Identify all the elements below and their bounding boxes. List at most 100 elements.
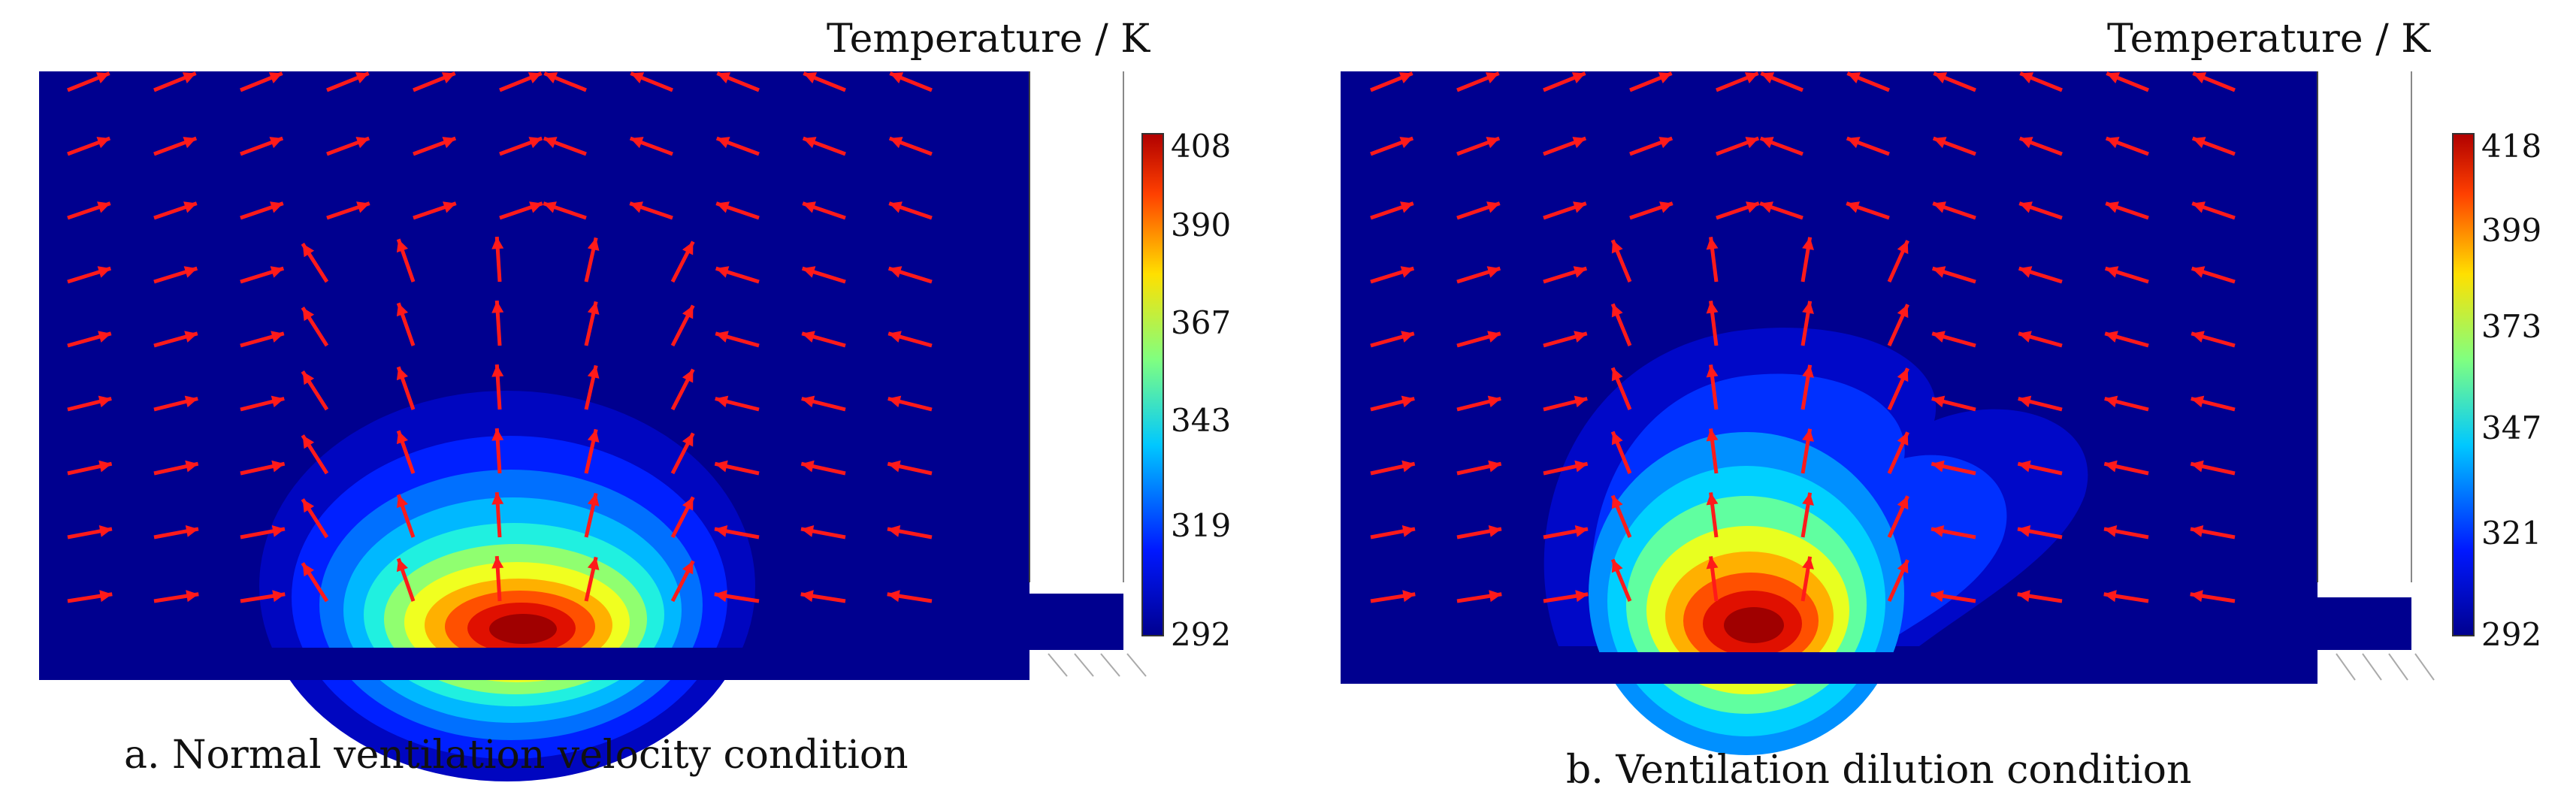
velocity-arrow-head <box>1573 201 1586 213</box>
velocity-arrow-head <box>268 72 283 83</box>
velocity-arrow-head <box>396 239 409 253</box>
velocity-arrow-head <box>1399 137 1413 149</box>
velocity-arrow-head <box>543 137 558 149</box>
velocity-arrow-head <box>183 266 198 278</box>
velocity-arrow-head <box>887 590 900 603</box>
velocity-arrow-head <box>715 395 729 408</box>
velocity-arrow-head <box>1760 137 1774 149</box>
velocity-arrow-head <box>889 201 903 213</box>
velocity-arrow-head <box>715 266 730 278</box>
velocity-arrow-head <box>355 137 370 149</box>
velocity-arrow-head <box>890 72 904 83</box>
velocity-arrow-head <box>2106 137 2120 149</box>
velocity-arrow-head <box>97 201 110 213</box>
velocity-arrow-head <box>1706 492 1719 506</box>
velocity-arrow-head <box>1485 72 1499 83</box>
vent-duct <box>1029 594 1123 650</box>
velocity-arrow-head <box>1400 201 1413 213</box>
velocity-arrow-head <box>1802 237 1814 250</box>
velocity-arrow-head <box>396 303 409 317</box>
velocity-arrow-head <box>443 201 456 213</box>
velocity-arrow-head <box>269 137 283 149</box>
velocity-arrow-head <box>1402 590 1416 603</box>
velocity-arrow-head <box>1932 331 1946 343</box>
velocity-arrow-head <box>889 137 903 149</box>
velocity-arrow-head <box>98 395 112 408</box>
velocity-arrow-head <box>887 460 901 473</box>
velocity-arrow-head <box>682 241 694 255</box>
velocity-arrow-head <box>1933 137 1947 149</box>
velocity-arrow-head <box>802 331 815 343</box>
velocity-arrow-head <box>1706 428 1719 442</box>
velocity-arrow-head <box>1658 72 1672 83</box>
velocity-arrow-head <box>630 201 643 213</box>
velocity-arrow-head <box>1933 201 1946 213</box>
velocity-arrow-head <box>544 72 558 83</box>
velocity-arrow-head <box>888 266 903 278</box>
velocity-arrow-head <box>716 201 730 213</box>
velocity-arrow-head <box>2106 72 2121 83</box>
velocity-arrow-head <box>1931 460 1945 473</box>
velocity-arrow-head <box>1572 137 1586 149</box>
velocity-arrow-head <box>491 556 504 569</box>
velocity-arrow-head <box>1897 496 1909 510</box>
panel-b: Temperature / K 418 399 373 347 321 292 … <box>1288 0 2576 810</box>
velocity-arrow-head <box>271 395 285 408</box>
velocity-arrow-head <box>182 72 196 83</box>
colorbar-tick: 321 <box>2481 515 2542 552</box>
velocity-arrow-head <box>1897 368 1909 382</box>
velocity-arrow-head <box>1706 301 1719 314</box>
velocity-arrow-head <box>2018 266 2033 278</box>
velocity-arrow-head <box>2191 395 2205 408</box>
velocity-arrow-head <box>1802 492 1814 506</box>
velocity-arrow-head <box>1398 72 1413 83</box>
velocity-arrow-head <box>587 237 600 251</box>
velocity-arrow-head <box>1488 460 1501 473</box>
velocity-arrow-head <box>2106 201 2119 213</box>
velocity-arrow-head <box>1574 331 1587 343</box>
velocity-arrow-head <box>1574 460 1588 473</box>
colorbar-tick: 367 <box>1171 304 1232 341</box>
velocity-arrow-head <box>96 137 110 149</box>
panel-a-figure <box>39 71 1164 781</box>
velocity-arrow-head <box>2105 266 2119 278</box>
velocity-arrow-head <box>630 72 645 83</box>
velocity-arrow-head <box>185 460 198 473</box>
velocity-arrow-head <box>587 301 600 315</box>
velocity-arrow-head <box>714 590 727 603</box>
velocity-arrow-head <box>528 72 542 83</box>
velocity-arrow-head <box>803 137 817 149</box>
velocity-arrow-head <box>803 72 818 83</box>
velocity-arrow-head <box>271 460 285 473</box>
velocity-arrow-head <box>888 331 902 343</box>
velocity-arrow-head <box>2018 395 2032 408</box>
velocity-arrow-head <box>272 590 286 603</box>
velocity-arrow-head <box>396 367 409 381</box>
velocity-arrow-head <box>99 590 113 603</box>
wall-region <box>2317 71 2411 582</box>
velocity-arrow-head <box>1930 590 1944 603</box>
velocity-arrow-head <box>302 435 315 449</box>
colorbar <box>2452 133 2475 636</box>
colorbar-tick: 319 <box>1171 507 1232 544</box>
velocity-arrow-head <box>717 72 731 83</box>
velocity-arrow-head <box>1487 331 1501 343</box>
velocity-arrow-head <box>1897 432 1909 446</box>
velocity-arrow-head <box>2020 72 2034 83</box>
colorbar-tick: 390 <box>1171 207 1232 243</box>
colorbar <box>1141 133 1164 636</box>
velocity-arrow-head <box>270 266 284 278</box>
velocity-arrow-head <box>2019 201 2033 213</box>
velocity-arrow-head <box>1934 72 1948 83</box>
panel-a: Temperature / K 408 390 367 343 319 292 … <box>39 17 1232 781</box>
velocity-arrow-head <box>98 460 112 473</box>
velocity-arrow-head <box>270 201 283 213</box>
panel-caption: b. Ventilation dilution condition <box>1566 748 2192 793</box>
velocity-arrow-head <box>587 365 600 379</box>
velocity-arrow-head <box>1486 266 1501 278</box>
velocity-arrow-head <box>1401 460 1415 473</box>
velocity-arrows <box>1370 71 2236 603</box>
velocity-arrow-head <box>1611 495 1623 509</box>
velocity-arrow-head <box>630 137 644 149</box>
velocity-arrow-head <box>887 395 902 408</box>
